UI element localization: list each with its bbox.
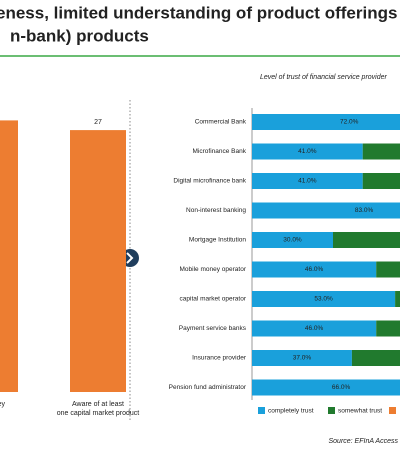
x-tick-label: ile money [0, 401, 5, 408]
bar-segment [362, 173, 400, 189]
value-label: 83.0% [355, 207, 374, 214]
y-tick-label: Commercial Bank [195, 119, 247, 126]
bar-segment [252, 173, 363, 189]
bar-segment [362, 143, 400, 160]
bar-segment [376, 261, 400, 278]
bar-segment [252, 350, 352, 366]
bar-segment [333, 232, 400, 248]
bar-segment [351, 350, 400, 366]
legend-swatch [258, 407, 265, 414]
y-tick-label: Non-interest banking [186, 207, 246, 214]
source: Source: EFInA Access [328, 438, 398, 445]
value-label: 66.0% [332, 384, 351, 391]
y-tick-label: Microfinance Bank [193, 148, 247, 155]
bar-segment [252, 143, 363, 160]
value-label: 30.0% [283, 237, 302, 244]
value-label: 53.0% [314, 296, 333, 303]
legend-swatch [389, 407, 396, 414]
value-label: 41.0% [298, 148, 317, 155]
y-tick-label: Pension fund administrator [169, 384, 247, 391]
bar-segment [376, 320, 400, 337]
value-label: 46.0% [305, 325, 324, 332]
bar-segment [252, 261, 377, 278]
legend-swatch [328, 407, 335, 414]
bar [70, 130, 126, 392]
legend-label: somewhat trust [338, 408, 382, 415]
bar-segment [252, 291, 396, 307]
title-line: eness, limited understanding of product … [0, 3, 400, 22]
bar-segment [395, 291, 400, 307]
chart-title: Level of trust of financial service prov… [260, 74, 388, 81]
legend-label: completely trust [268, 408, 314, 415]
value-label: 37.0% [293, 355, 312, 362]
value-label: 72.0% [340, 119, 359, 126]
bar-segment [252, 320, 377, 337]
y-tick-label: Payment service banks [179, 325, 247, 332]
y-tick-label: capital market operator [180, 296, 247, 303]
bar-segment [252, 114, 400, 130]
x-tick-label: Aware of at least one capital market prod… [57, 401, 140, 417]
y-tick-label: Mobile money operator [180, 266, 247, 273]
y-tick-label: Mortgage Institution [189, 237, 246, 244]
value-label: 46.0% [305, 266, 324, 273]
value-label: 27 [94, 119, 102, 126]
bar-segment [252, 232, 333, 248]
arrow-chevron [126, 252, 134, 264]
bar-segment [252, 379, 400, 396]
y-tick-label: Digital microfinance bank [173, 178, 246, 185]
value-label: 41.0% [298, 178, 317, 185]
y-tick-label: Insurance provider [192, 355, 247, 362]
bar-segment [252, 202, 400, 219]
title-line: n-bank) products [10, 26, 149, 45]
bar [0, 120, 18, 393]
